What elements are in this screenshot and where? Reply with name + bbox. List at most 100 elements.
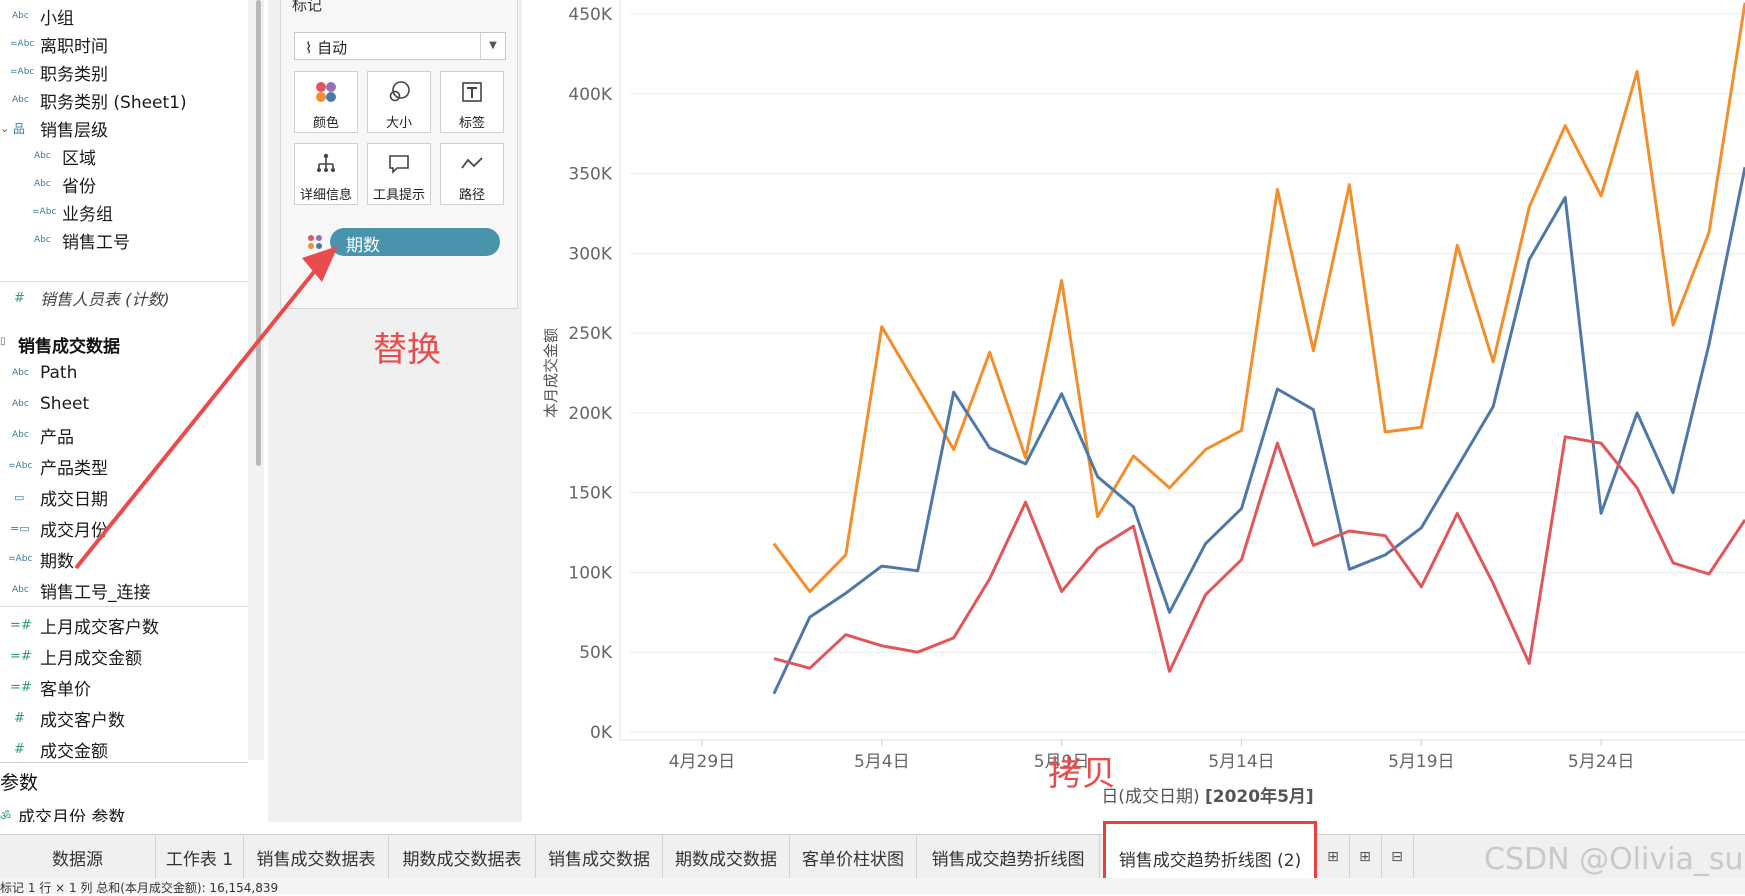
calc-string-type-icon: =Abc (8, 554, 33, 564)
field-path[interactable]: Abc Path (0, 359, 248, 387)
series-line-1 (772, 166, 1745, 695)
tab-avg-order-bar[interactable]: 客单价柱状图 (790, 835, 917, 879)
field-deal-amount[interactable]: # 成交金额 (0, 735, 248, 763)
annotation-copy: 拷贝 (1048, 754, 1116, 794)
mark-type-dropdown[interactable]: ⌇ 自动 ▼ (294, 32, 506, 60)
tab-period-data[interactable]: 期数成交数据 (663, 835, 790, 879)
field-label: 成交月份 (40, 520, 108, 541)
tooltip-button[interactable]: 工具提示 (367, 143, 431, 205)
field-region[interactable]: Abc 区域 (0, 142, 248, 170)
field-avg-order-value[interactable]: =# 客单价 (0, 673, 248, 701)
scrollbar-thumb[interactable] (256, 0, 261, 466)
field-label: 业务组 (62, 204, 113, 225)
sheet-tab-bar: 数据源 工作表 1 销售成交数据表 期数成交数据表 销售成交数据 期数成交数据 … (0, 821, 1745, 881)
tooltip-icon (368, 152, 430, 176)
x-tick-label: 5月4日 (854, 752, 910, 772)
field-group[interactable]: Abc 小组 (0, 2, 248, 30)
calc-string-type-icon: =Abc (8, 461, 33, 471)
field-last-month-customers[interactable]: =# 上月成交客户数 (0, 611, 248, 639)
y-tick-label: 50K (579, 643, 613, 663)
field-product[interactable]: Abc 产品 (0, 421, 248, 449)
new-dashboard-icon[interactable]: ⊞ (1349, 835, 1382, 879)
x-axis-title: 日(成交日期) [2020年5月] (1101, 786, 1313, 807)
calc-calendar-icon: =▭ (10, 521, 30, 535)
calendar-icon: ▭ (14, 490, 25, 504)
datasource-title[interactable]: 销售成交数据 (18, 337, 120, 357)
detail-label: 详细信息 (299, 188, 352, 203)
chart-area[interactable]: 0K 50K 100K 150K 200K 250K 300K 350K 400K 450K 4月2… (522, 0, 1745, 822)
tab-label: 销售成交趋势折线图 (931, 849, 1085, 870)
tab-sales-table[interactable]: 销售成交数据表 (244, 835, 389, 879)
field-job-category-sheet1[interactable]: Abc 职务类别 (Sheet1) (0, 86, 248, 114)
field-label: 销售工号 (62, 232, 130, 253)
field-sheet[interactable]: Abc Sheet (0, 390, 248, 418)
data-pane: Abc 小组 =Abc 离职时间 =Abc 职务类别 Abc 职务类别 (She… (0, 0, 248, 822)
path-icon (441, 152, 503, 176)
number-type-icon: # (14, 710, 25, 726)
chevron-down-icon[interactable]: ▼ (480, 33, 505, 59)
color-icon (295, 80, 357, 104)
field-deal-month[interactable]: =▭ 成交月份 (0, 514, 248, 542)
color-encoding-icon (308, 235, 322, 249)
parameter-deal-month[interactable]: ॐ 成交月份 参数 (0, 801, 248, 823)
field-label: 产品类型 (40, 458, 108, 479)
hierarchy-icon: 品 (13, 121, 26, 136)
field-deal-date[interactable]: ▭ 成交日期 (0, 483, 248, 511)
size-button[interactable]: 大小 (367, 71, 431, 133)
new-story-icon[interactable]: ⊟ (1381, 835, 1414, 879)
hierarchy-sales-level[interactable]: ⌄ 品 销售层级 (0, 114, 248, 142)
period-color-pill[interactable]: 期数 (330, 228, 500, 256)
field-label: 成交金额 (40, 741, 108, 762)
tab-period-table[interactable]: 期数成交数据表 (389, 835, 536, 879)
y-tick-label: 0K (590, 723, 613, 743)
field-label: 成交客户数 (40, 710, 125, 731)
field-product-type[interactable]: =Abc 产品类型 (0, 452, 248, 480)
tab-label: 工作表 1 (165, 849, 234, 870)
tab-label: 数据源 (52, 849, 103, 870)
path-button[interactable]: 路径 (440, 143, 504, 205)
field-period[interactable]: =Abc 期数 (0, 545, 248, 573)
mark-type-label: ⌇ 自动 (305, 37, 347, 58)
tab-sales-data[interactable]: 销售成交数据 (536, 835, 663, 879)
field-leave-time[interactable]: =Abc 离职时间 (0, 30, 248, 58)
field-sales-id-join[interactable]: Abc 销售工号_连接 (0, 576, 248, 604)
field-job-category[interactable]: =Abc 职务类别 (0, 58, 248, 86)
field-staff-count[interactable]: # 销售人员表 (计数) (0, 284, 248, 312)
field-label: 小组 (40, 8, 74, 29)
tab-data-source[interactable]: 数据源 (0, 835, 156, 879)
new-worksheet-icon[interactable]: ⊞ (1317, 835, 1350, 879)
tab-label: 期数成交数据 (675, 849, 777, 870)
field-business-group[interactable]: =Abc 业务组 (0, 198, 248, 226)
divider (0, 281, 248, 282)
field-sales-id[interactable]: Abc 销售工号 (0, 226, 248, 254)
hierarchy-label: 销售层级 (40, 120, 108, 141)
y-tick-label: 250K (568, 324, 612, 344)
tab-sales-trend-line[interactable]: 销售成交趋势折线图 (917, 835, 1100, 879)
chevron-down-icon[interactable]: ⌄ (0, 121, 10, 135)
field-province[interactable]: Abc 省份 (0, 170, 248, 198)
field-label: 上月成交客户数 (40, 617, 159, 638)
label-button[interactable]: 标签 (440, 71, 504, 133)
field-customer-count[interactable]: # 成交客户数 (0, 704, 248, 732)
field-label: 区域 (62, 148, 96, 169)
y-tick-label: 100K (568, 563, 612, 583)
tab-label: 销售成交趋势折线图 (2) (1118, 850, 1302, 871)
status-bar: 标记 1 行 × 1 列 总和(本月成交金额): 16,154,839 (0, 878, 1745, 895)
tab-label: 客单价柱状图 (802, 849, 904, 870)
color-button[interactable]: 颜色 (294, 71, 358, 133)
detail-button[interactable]: 详细信息 (294, 143, 358, 205)
tab-sales-trend-line-copy[interactable]: 销售成交趋势折线图 (2) (1103, 821, 1317, 881)
string-type-icon: Abc (12, 399, 29, 409)
calc-number-type-icon: =# (10, 648, 32, 664)
number-type-icon: # (14, 741, 25, 757)
y-tick-label: 150K (568, 484, 612, 504)
field-last-month-amount[interactable]: =# 上月成交金额 (0, 642, 248, 670)
x-tick-label: 5月24日 (1568, 752, 1634, 772)
calc-string-type-icon: =Abc (32, 207, 57, 217)
field-label: 产品 (40, 427, 74, 448)
tab-sheet-1[interactable]: 工作表 1 (156, 835, 244, 879)
field-label: 上月成交金额 (40, 648, 142, 669)
string-type-icon: Abc (12, 95, 29, 105)
field-label: Path (40, 363, 78, 383)
x-tick-label: 5月14日 (1208, 752, 1274, 772)
